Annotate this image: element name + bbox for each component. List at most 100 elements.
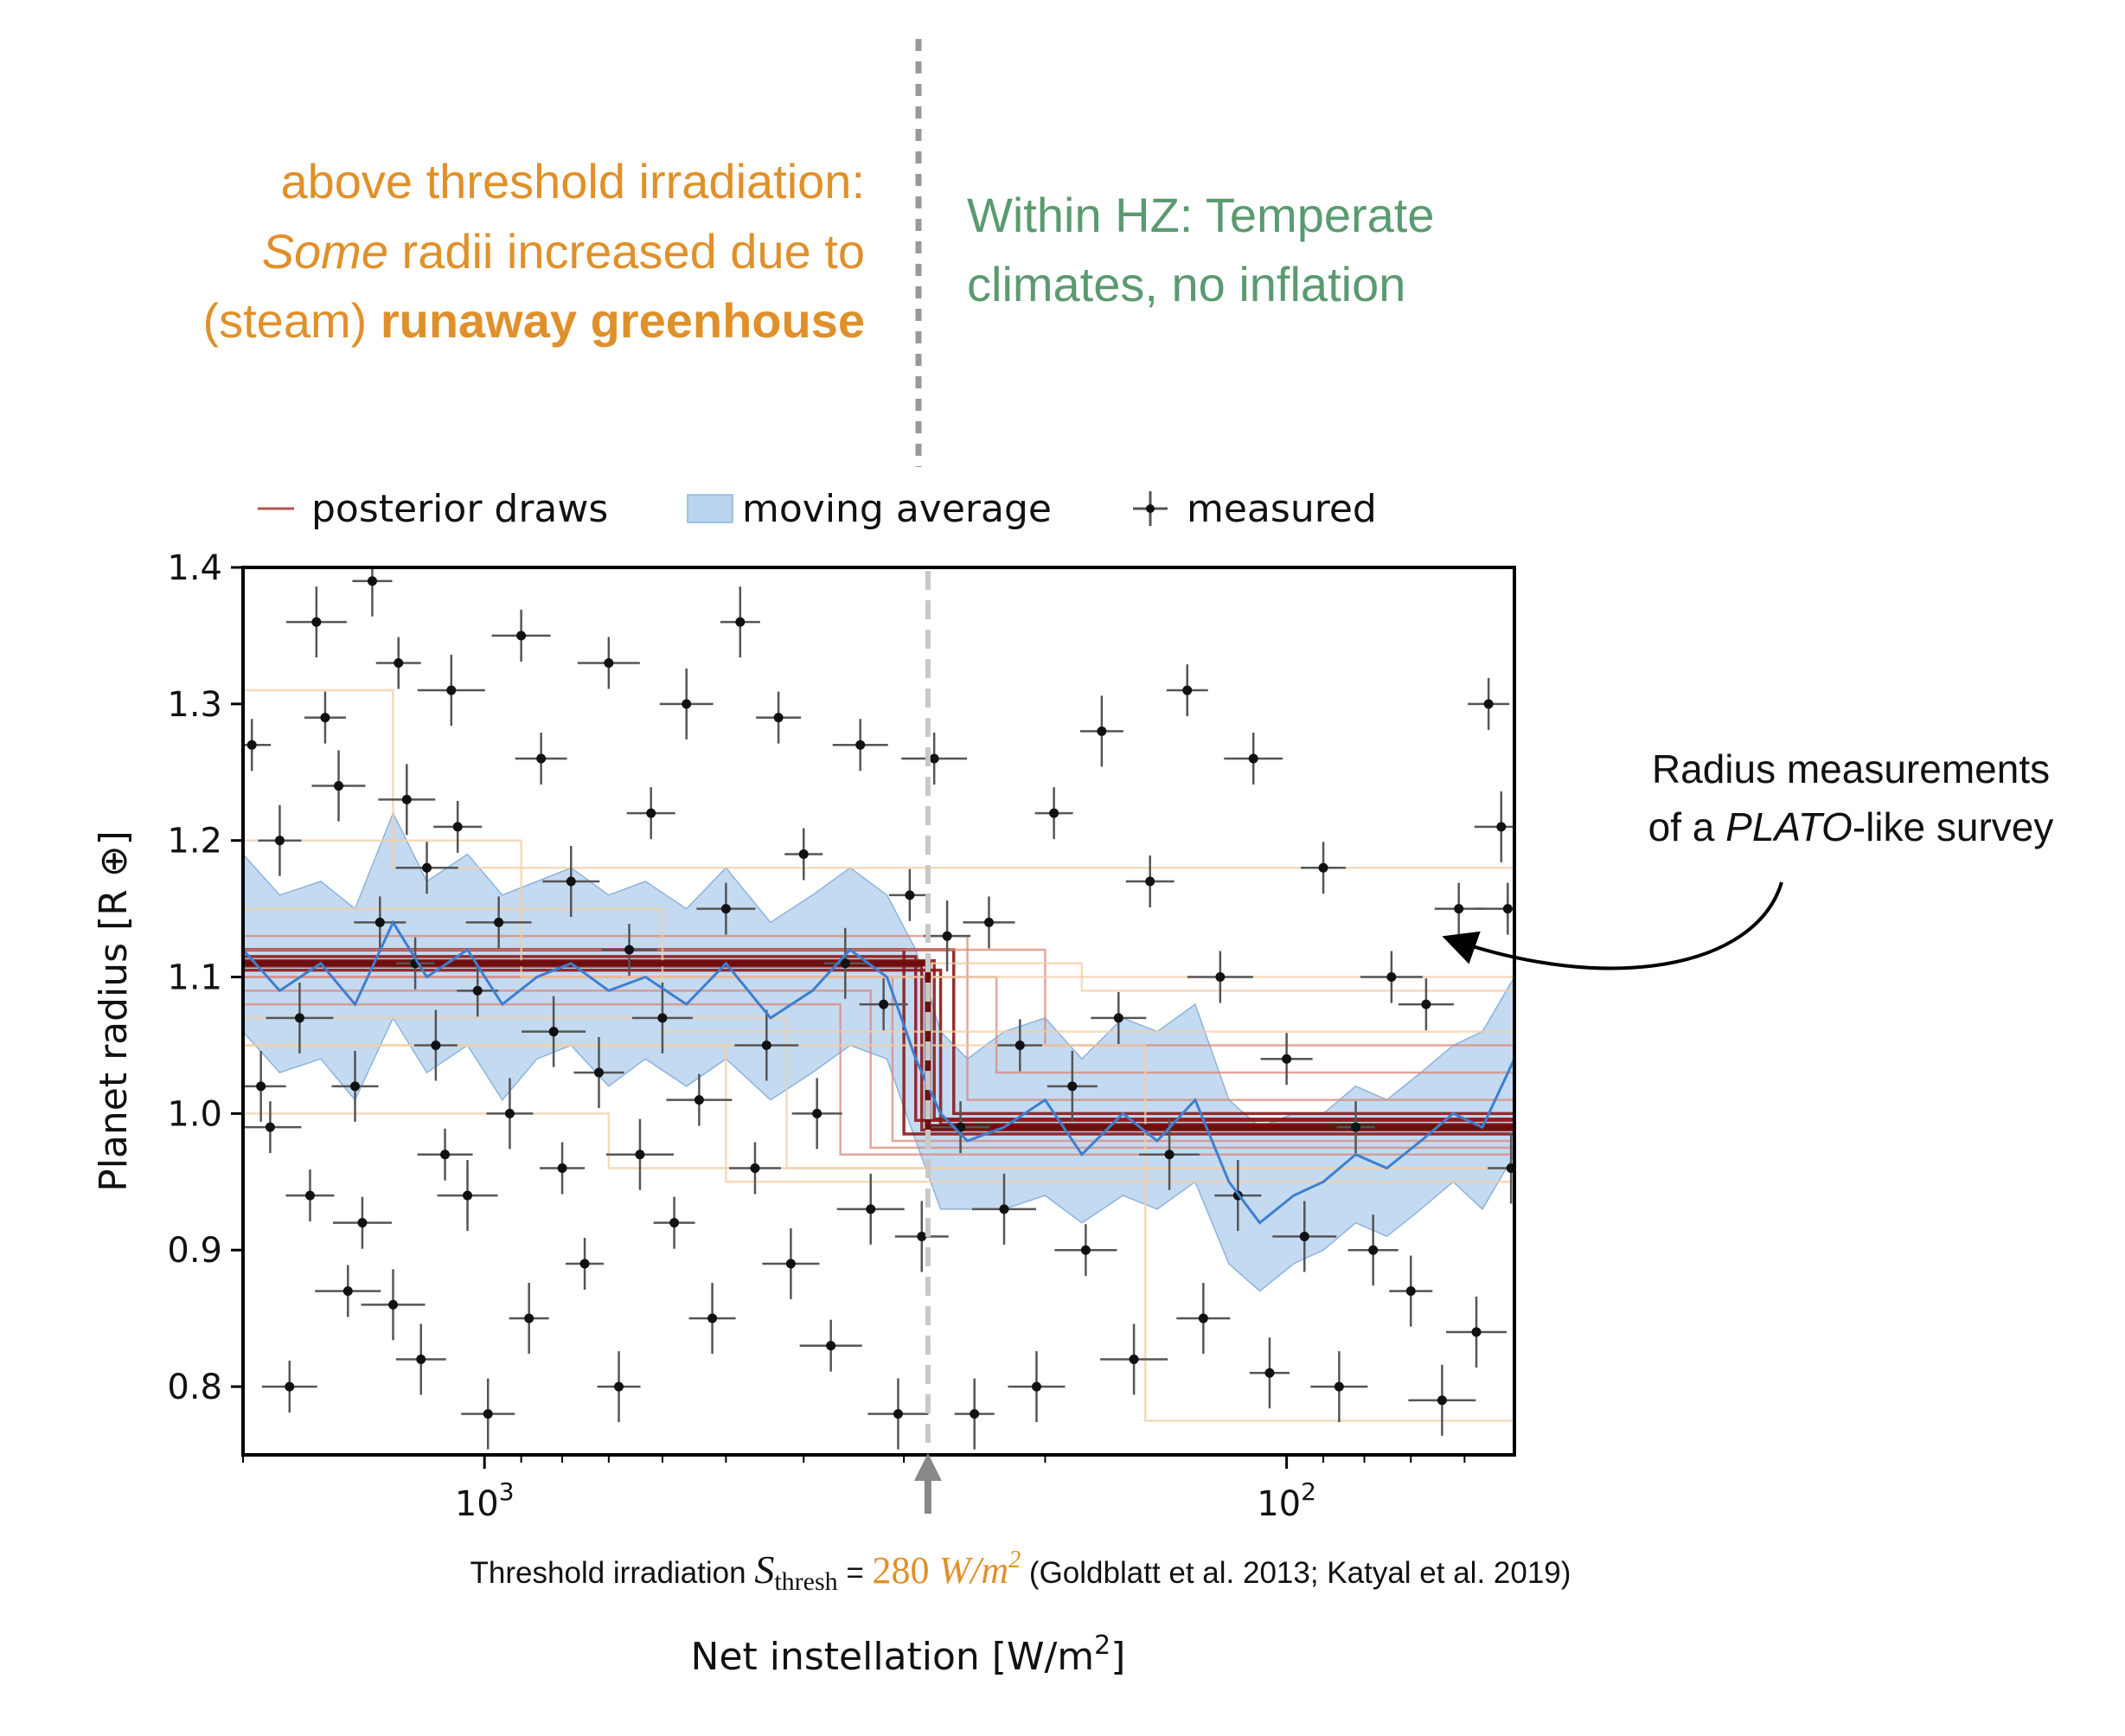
measured-point (461, 1378, 515, 1450)
measured-points-layer (243, 567, 1514, 1450)
measured-point (315, 1265, 381, 1317)
measured-point (486, 1078, 534, 1150)
x-tick-label: 103 (455, 1477, 515, 1524)
measured-point (375, 637, 421, 689)
measured-point (1398, 978, 1454, 1031)
measured-point (577, 637, 640, 689)
measured-point (417, 1128, 473, 1181)
measured-point (931, 1101, 990, 1154)
measured-point (1176, 1283, 1231, 1355)
measured-point (859, 978, 908, 1031)
measured-point (1488, 1132, 1514, 1204)
measured-point (1091, 991, 1147, 1044)
measured-point (1446, 1296, 1507, 1368)
measured-point (1079, 695, 1123, 767)
measured-point (542, 846, 600, 918)
measured-point (631, 982, 693, 1054)
measured-point (836, 1173, 905, 1245)
callout-arrow (1442, 881, 1783, 970)
measured-point (1224, 732, 1283, 785)
measured-point (784, 828, 823, 881)
measured-point (1008, 1351, 1066, 1423)
x-axis: 103 102 (242, 1455, 1466, 1524)
legend-swatch-moving-average (687, 494, 733, 523)
measured-point (626, 787, 675, 840)
measured-point (1054, 1224, 1117, 1277)
measured-point (601, 923, 657, 976)
measured-point (509, 1283, 549, 1355)
posterior-draw (243, 990, 1514, 1150)
y-tick-label: 0.8 (167, 1368, 222, 1407)
measured-point (332, 1196, 392, 1249)
y-tick-label: 1.0 (167, 1094, 222, 1134)
measured-point (395, 842, 458, 894)
left-annotation-line-2: Some radii increased due to (262, 224, 865, 279)
posterior-draw (243, 1112, 1514, 1169)
measured-point (433, 800, 483, 853)
posterior-draw (243, 907, 1514, 1033)
right-annotation: Within HZ: Temperate climates, no inflat… (967, 188, 1434, 311)
callout-line-2: of a PLATO-like survey (1648, 804, 2054, 849)
moving-average-band (243, 811, 1514, 1292)
measured-point (666, 1073, 733, 1126)
measured-point (395, 1323, 446, 1395)
measured-point (243, 1101, 302, 1154)
measured-point (361, 1269, 426, 1341)
measured-point (1310, 1351, 1368, 1423)
measured-point (352, 567, 393, 617)
measured-point (1336, 1101, 1375, 1154)
measured-point (924, 900, 971, 972)
y-tick-label: 1.2 (167, 822, 222, 862)
measured-point (515, 732, 567, 785)
measured-point (331, 1050, 379, 1122)
measured-point (971, 1173, 1036, 1245)
measured-point (1249, 1337, 1290, 1409)
measured-point (799, 1319, 862, 1372)
measured-point (1347, 1214, 1399, 1286)
y-tick-label: 1.1 (167, 958, 222, 998)
measured-point (720, 586, 760, 658)
measured-point (1260, 1033, 1313, 1086)
measured-point (1166, 664, 1208, 717)
measured-point (734, 1009, 799, 1081)
y-tick-label: 0.9 (167, 1231, 222, 1271)
posterior-draw (243, 934, 1514, 1101)
measured-point (304, 691, 346, 744)
measured-point (1408, 1364, 1476, 1436)
measured-point (540, 1142, 586, 1195)
left-annotation-line-3: (steam) runaway greenhouse (202, 293, 865, 348)
plot-frame (241, 566, 1516, 1457)
measured-point (867, 1378, 929, 1450)
legend-swatch-measured (1133, 491, 1168, 526)
measured-point (688, 1283, 736, 1355)
measured-point (901, 732, 968, 785)
measured-point (1046, 1050, 1098, 1122)
callout-line-1: Radius measurements (1652, 746, 2050, 791)
right-annotation-line-2: climates, no inflation (967, 257, 1405, 311)
measured-point (243, 719, 272, 772)
measured-point (1272, 1201, 1337, 1272)
left-annotation: above threshold irradiation: Some radii … (202, 154, 865, 348)
measured-point (491, 609, 551, 662)
measured-point (1125, 855, 1175, 908)
measured-point (1475, 882, 1514, 935)
measured-point (823, 927, 867, 999)
measured-point (659, 668, 714, 740)
measured-point (653, 1196, 695, 1249)
legend-label-measured: measured (1187, 487, 1377, 531)
measured-point (696, 882, 756, 935)
measured-point (413, 1009, 458, 1081)
measured-point (791, 1078, 842, 1150)
right-annotation-line-1: Within HZ: Temperate (967, 188, 1434, 242)
measured-point (354, 896, 406, 949)
measured-point (894, 1201, 949, 1272)
measured-point (266, 982, 334, 1054)
measured-point (378, 764, 436, 836)
posterior-draw (243, 1044, 1514, 1422)
measured-point (285, 586, 347, 658)
measured-point (437, 1160, 498, 1232)
measured-point (261, 1361, 317, 1413)
measured-point (1360, 951, 1423, 1003)
x-axis-title: Net instellation [W/m2] (691, 1630, 1126, 1679)
